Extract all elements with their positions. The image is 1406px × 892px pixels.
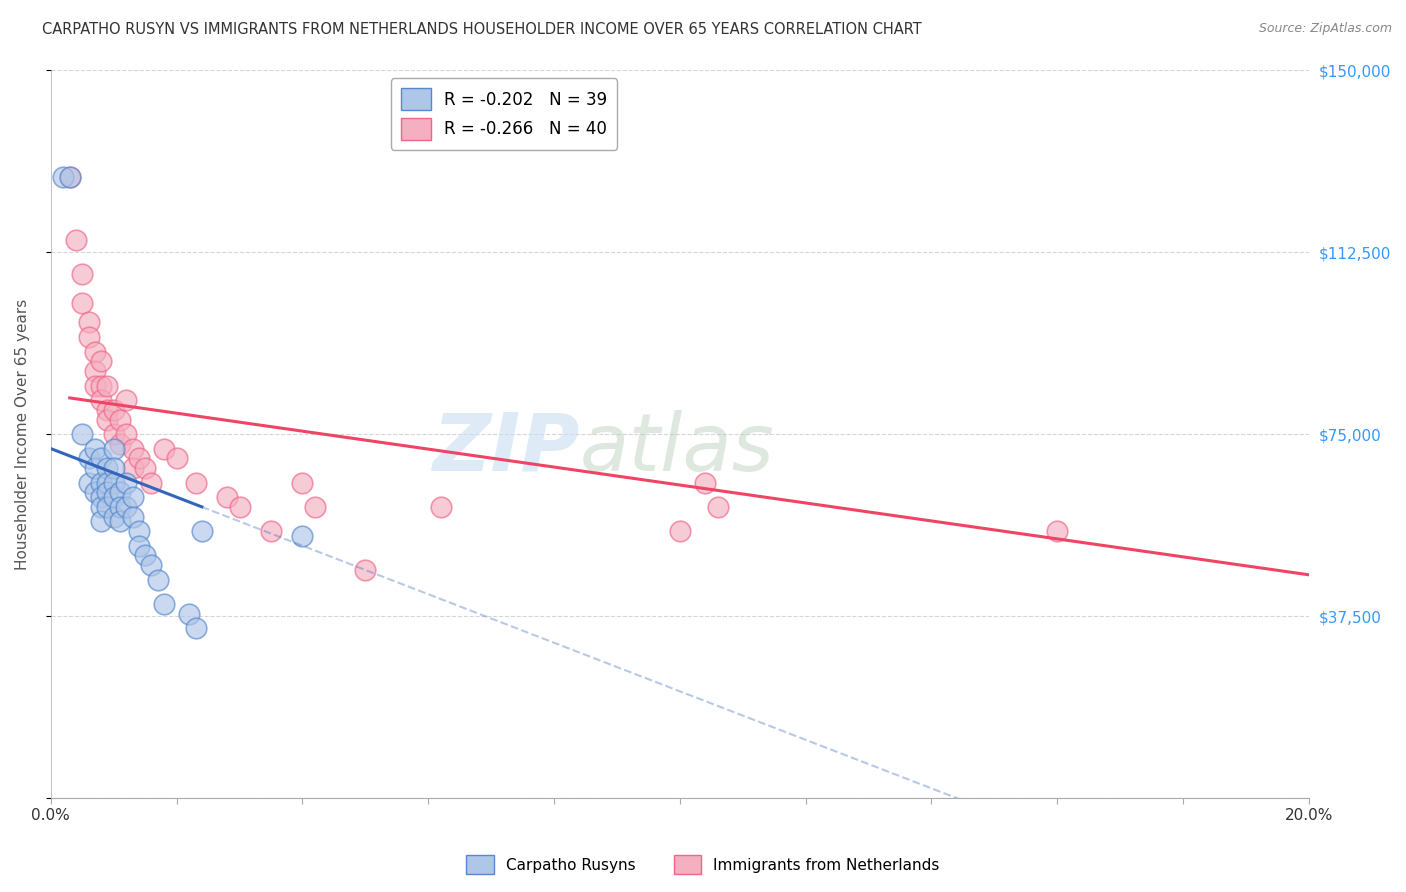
Point xyxy=(59,169,82,184)
Point xyxy=(228,500,250,514)
Text: Source: ZipAtlas.com: Source: ZipAtlas.com xyxy=(1258,22,1392,36)
Point xyxy=(59,169,82,184)
Point xyxy=(128,539,150,553)
Text: atlas: atlas xyxy=(579,409,773,488)
Point xyxy=(103,509,125,524)
Point xyxy=(354,563,377,577)
Point xyxy=(141,558,163,573)
Point xyxy=(108,515,131,529)
Point xyxy=(96,461,118,475)
Point xyxy=(115,427,138,442)
Point xyxy=(134,549,156,563)
Point xyxy=(72,296,94,310)
Point xyxy=(121,509,143,524)
Point xyxy=(121,442,143,456)
Point xyxy=(90,378,112,392)
Point xyxy=(77,330,100,344)
Point xyxy=(103,475,125,490)
Point xyxy=(83,364,105,378)
Point xyxy=(103,442,125,456)
Point xyxy=(96,402,118,417)
Point xyxy=(141,475,163,490)
Point xyxy=(90,475,112,490)
Point xyxy=(90,500,112,514)
Point xyxy=(103,427,125,442)
Point xyxy=(103,461,125,475)
Point xyxy=(108,436,131,450)
Point xyxy=(128,524,150,538)
Point xyxy=(83,442,105,456)
Point xyxy=(669,524,692,538)
Point xyxy=(430,500,453,514)
Point xyxy=(706,500,728,514)
Point xyxy=(260,524,283,538)
Point xyxy=(115,393,138,408)
Text: CARPATHO RUSYN VS IMMIGRANTS FROM NETHERLANDS HOUSEHOLDER INCOME OVER 65 YEARS C: CARPATHO RUSYN VS IMMIGRANTS FROM NETHER… xyxy=(42,22,922,37)
Point xyxy=(121,461,143,475)
Point xyxy=(108,412,131,426)
Point xyxy=(83,378,105,392)
Point xyxy=(83,344,105,359)
Point xyxy=(121,490,143,504)
Point xyxy=(179,607,201,621)
Point xyxy=(108,500,131,514)
Legend: R = -0.202   N = 39, R = -0.266   N = 40: R = -0.202 N = 39, R = -0.266 N = 40 xyxy=(391,78,617,150)
Point xyxy=(153,442,176,456)
Point xyxy=(291,529,314,543)
Point xyxy=(184,621,207,635)
Point xyxy=(153,597,176,611)
Point xyxy=(128,451,150,466)
Point xyxy=(77,451,100,466)
Point xyxy=(90,490,112,504)
Point xyxy=(72,267,94,281)
Point xyxy=(115,475,138,490)
Point xyxy=(291,475,314,490)
Point xyxy=(191,524,214,538)
Point xyxy=(96,485,118,500)
Point xyxy=(184,475,207,490)
Point xyxy=(304,500,326,514)
Y-axis label: Householder Income Over 65 years: Householder Income Over 65 years xyxy=(15,299,30,570)
Point xyxy=(96,412,118,426)
Point xyxy=(90,451,112,466)
Point xyxy=(108,485,131,500)
Point xyxy=(90,393,112,408)
Point xyxy=(103,490,125,504)
Point xyxy=(65,233,87,247)
Point xyxy=(103,402,125,417)
Point xyxy=(77,315,100,329)
Point xyxy=(83,485,105,500)
Point xyxy=(1046,524,1069,538)
Legend: Carpatho Rusyns, Immigrants from Netherlands: Carpatho Rusyns, Immigrants from Netherl… xyxy=(460,849,946,880)
Point xyxy=(134,461,156,475)
Point xyxy=(77,475,100,490)
Point xyxy=(90,515,112,529)
Point xyxy=(83,461,105,475)
Text: ZIP: ZIP xyxy=(432,409,579,488)
Point xyxy=(166,451,188,466)
Point xyxy=(90,354,112,368)
Point xyxy=(72,427,94,442)
Point xyxy=(52,169,75,184)
Point xyxy=(115,500,138,514)
Point xyxy=(96,378,118,392)
Point xyxy=(146,573,169,587)
Point xyxy=(215,490,238,504)
Point xyxy=(96,500,118,514)
Point xyxy=(96,475,118,490)
Point xyxy=(693,475,716,490)
